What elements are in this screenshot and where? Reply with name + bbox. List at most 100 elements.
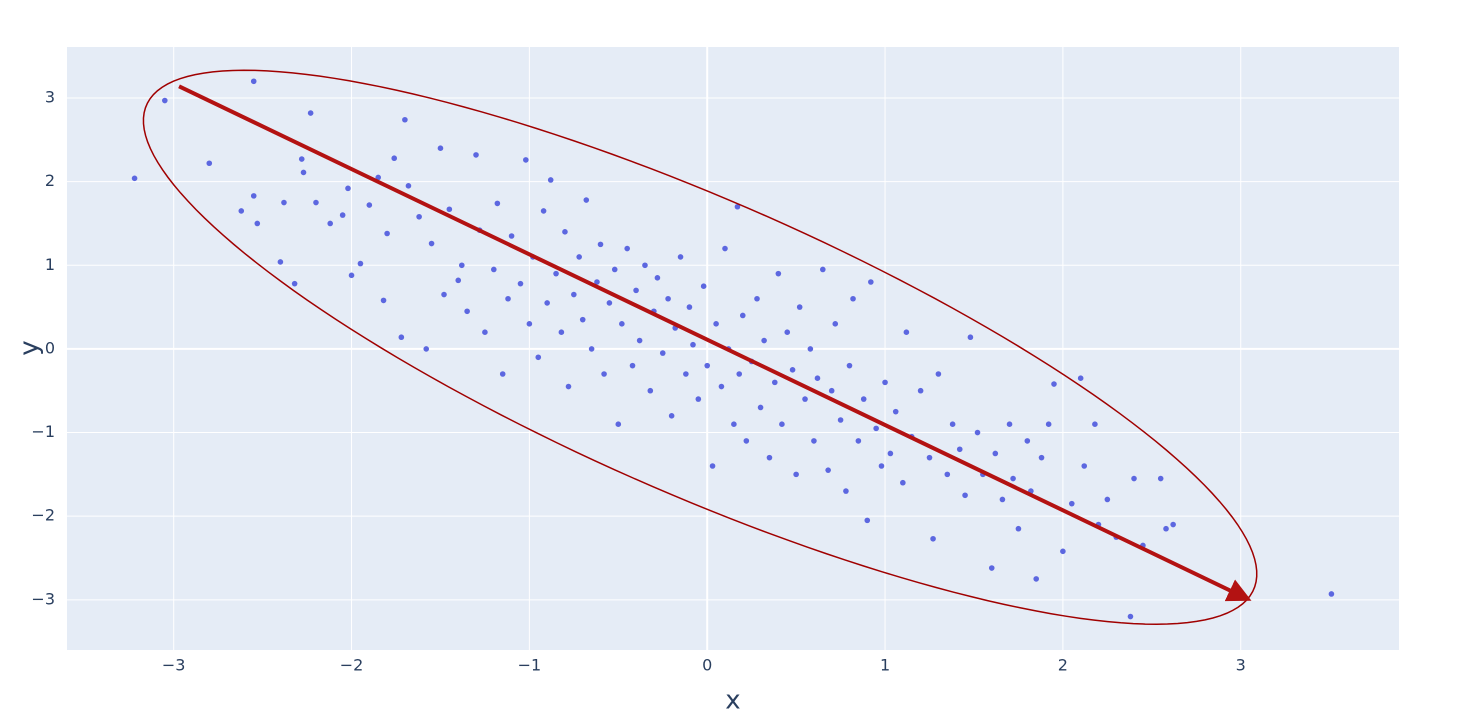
scatter-point (992, 450, 999, 457)
scatter-point (988, 565, 995, 571)
scatter-point (944, 471, 951, 478)
scatter-point (837, 417, 844, 423)
scatter-point (523, 157, 529, 163)
marks (131, 69, 1335, 625)
scatter-point (962, 492, 968, 499)
scatter-point (579, 316, 586, 323)
scatter-point (375, 174, 382, 181)
scatter-point (864, 517, 871, 524)
scatter-point (345, 185, 351, 192)
scatter-point (250, 193, 257, 199)
scatter-point (1010, 475, 1016, 482)
scatter-point (281, 199, 287, 206)
scatter-point (405, 183, 412, 189)
scatter-point (494, 200, 501, 207)
scatter-point (807, 346, 814, 352)
scatter-point (999, 496, 1006, 503)
scatter-point (1045, 421, 1052, 427)
scatter-point (926, 454, 933, 461)
scatter-point (357, 260, 364, 267)
scatter-point (615, 421, 622, 427)
scatter-point (455, 277, 462, 284)
scatter-point (1127, 613, 1134, 620)
scatter-point (882, 379, 888, 386)
scatter-point (686, 304, 693, 310)
scatter-point (250, 78, 257, 85)
x-axis-title: x (725, 686, 740, 716)
scatter-point (734, 203, 741, 210)
scatter-point (1015, 525, 1022, 532)
scatter-point (1051, 381, 1057, 387)
grid (67, 47, 1399, 650)
scatter-point (576, 254, 582, 260)
scatter-point (846, 362, 853, 369)
y-tick-label: 3 (45, 88, 55, 107)
scatter-point (917, 387, 924, 394)
scatter-point (1157, 475, 1164, 482)
scatter-point (784, 329, 791, 335)
scatter-point (313, 199, 319, 206)
scatter-point (594, 279, 600, 285)
scatter-point (348, 272, 355, 279)
scatter-point (761, 337, 767, 344)
scatter-point (1038, 454, 1045, 461)
scatter-point (718, 383, 725, 390)
scatter-point (571, 291, 577, 298)
y-tick-label: 0 (45, 338, 55, 357)
scatter-point (811, 438, 817, 444)
ellipse (142, 69, 1258, 625)
scatter-point (307, 110, 314, 116)
scatter-point (547, 177, 554, 183)
scatter-point (458, 262, 465, 269)
scatter-point (1068, 500, 1075, 507)
scatter-point (384, 230, 390, 237)
scatter-point (873, 425, 879, 432)
scatter-point (1060, 548, 1066, 555)
scatter-point (828, 387, 835, 394)
scatter-point (775, 270, 782, 277)
scatter-point (668, 413, 675, 419)
scatter-point (736, 371, 743, 377)
scatter-point (482, 329, 488, 335)
scatter-point (1081, 463, 1088, 469)
scatter-point (1024, 438, 1031, 444)
scatter-point (619, 321, 625, 327)
scatter-point (535, 354, 542, 361)
scatter-point (659, 350, 666, 356)
scatter-point (695, 396, 702, 402)
scatter-point (843, 488, 849, 494)
scatter-point (562, 229, 568, 235)
scatter-point (583, 197, 590, 203)
scatter-point (665, 295, 671, 302)
scatter-point (642, 262, 648, 269)
scatter-point (878, 463, 885, 469)
scatter-point (887, 450, 894, 457)
scatter-point (254, 220, 261, 227)
scatter-point (709, 463, 716, 469)
x-tick-label: 1 (880, 656, 890, 675)
scatter-point (930, 535, 936, 542)
scatter-point (802, 396, 808, 402)
scatter-point (437, 145, 444, 151)
scatter-point (903, 329, 910, 335)
scatter-point (722, 245, 728, 252)
scatter-point (654, 275, 661, 281)
scatter-point (499, 371, 506, 377)
scatter-point (291, 280, 298, 287)
scatter-point (1104, 496, 1111, 503)
scatter-point (796, 304, 803, 310)
scatter-point (206, 160, 213, 167)
scatter-point (789, 367, 796, 373)
scatter-point (779, 421, 785, 427)
scatter-point (606, 300, 613, 306)
scatter-point (162, 97, 168, 104)
scatter-point (814, 375, 821, 381)
scatter-point (402, 116, 408, 123)
x-tick-label: −3 (162, 656, 186, 675)
y-tick-label: 1 (45, 255, 55, 274)
y-tick-label: 2 (45, 171, 55, 190)
scatter-point (300, 169, 307, 176)
scatter-point (553, 270, 559, 277)
scatter-point (820, 266, 826, 273)
